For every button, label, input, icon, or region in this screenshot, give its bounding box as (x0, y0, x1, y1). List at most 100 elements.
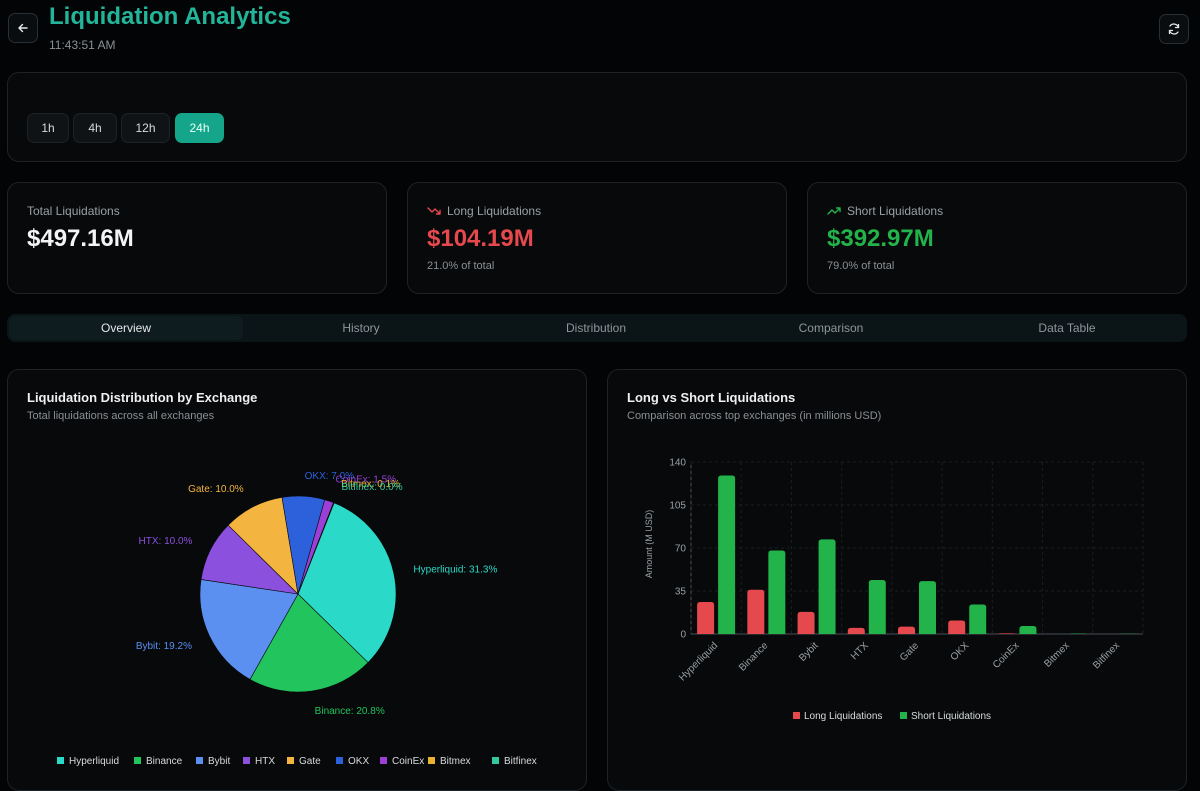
x-tick-label: Hyperliquid (677, 640, 720, 683)
x-tick-label: Bitfinex (1091, 640, 1122, 671)
bar-legend-item-long: Long Liquidations (793, 711, 882, 722)
time-filter-12h[interactable]: 12h (121, 113, 170, 143)
short-liquidations-value: $392.97M (827, 225, 934, 253)
pie-label-bitfinex: Bitfinex: 0.0% (341, 482, 402, 493)
short-bar-hyperliquid (718, 476, 735, 634)
short-bar-okx (969, 605, 986, 634)
trending-down-icon (427, 206, 441, 216)
legend-label: Long Liquidations (804, 711, 882, 722)
legend-swatch (196, 757, 203, 764)
pie-label-bybit: Bybit: 19.2% (136, 641, 192, 652)
pie-legend-item-bybit: Bybit (196, 756, 230, 767)
long-vs-short-panel: Long vs Short Liquidations Comparison ac… (607, 369, 1187, 791)
y-tick-label: 35 (675, 587, 687, 598)
y-tick-label: 140 (669, 458, 686, 469)
refresh-button[interactable] (1159, 14, 1189, 44)
short-bar-htx (869, 580, 886, 634)
short-bar-bybit (819, 539, 836, 634)
long-bar-binance (747, 590, 764, 634)
legend-label: Hyperliquid (69, 756, 119, 767)
pie-label-hyperliquid: Hyperliquid: 31.3% (413, 564, 497, 575)
total-liquidations-value: $497.16M (27, 225, 134, 253)
pie-legend-item-coinex: CoinEx (380, 756, 424, 767)
refresh-icon (1167, 22, 1181, 36)
legend-label: Bitmex (440, 756, 471, 767)
time-filter-1h[interactable]: 1h (27, 113, 69, 143)
legend-swatch (380, 757, 387, 764)
pie-legend-item-binance: Binance (134, 756, 183, 767)
tab-comparison[interactable]: Comparison (714, 316, 948, 340)
pie-label-htx: HTX: 10.0% (139, 536, 193, 547)
long-bar-coinex (998, 633, 1015, 634)
short-bar-coinex (1019, 626, 1036, 634)
legend-label: Bitfinex (504, 756, 537, 767)
pie-legend-item-bitmex: Bitmex (428, 756, 471, 767)
x-tick-label: CoinEx (991, 640, 1022, 671)
legend-label: Gate (299, 756, 321, 767)
legend-swatch (134, 757, 141, 764)
pie-legend-item-okx: OKX (336, 756, 369, 767)
legend-swatch (336, 757, 343, 764)
legend-label: HTX (255, 756, 275, 767)
pie-legend-item-htx: HTX (243, 756, 275, 767)
bar-legend-item-short: Short Liquidations (900, 711, 991, 722)
arrow-left-icon (17, 22, 29, 34)
legend-swatch (57, 757, 64, 764)
exchange-pie-chart: Hyperliquid: 31.3% Binance: 20.8% Bybit: 1… (8, 370, 586, 777)
pie-legend-item-gate: Gate (287, 756, 321, 767)
x-tick-label: Gate (898, 640, 921, 663)
legend-swatch (900, 712, 907, 719)
short-bar-binance (768, 550, 785, 634)
long-bar-htx (848, 628, 865, 634)
long-bar-hyperliquid (697, 602, 714, 634)
legend-swatch (428, 757, 435, 764)
total-liquidations-card: Total Liquidations $497.16M (7, 182, 387, 294)
short-liquidations-card: Short Liquidations $392.97M 79.0% of tot… (807, 182, 1187, 294)
short-liquidations-label: Short Liquidations (847, 204, 943, 218)
pie-legend-item-hyperliquid: Hyperliquid (57, 756, 119, 767)
y-tick-label: 0 (680, 630, 686, 641)
legend-swatch (492, 757, 499, 764)
exchange-distribution-panel: Liquidation Distribution by Exchange Tot… (7, 369, 587, 791)
legend-label: OKX (348, 756, 369, 767)
last-updated-time: 11:43:51 AM (49, 38, 116, 52)
short-bar-gate (919, 581, 936, 634)
long-liquidations-share: 21.0% of total (427, 260, 494, 272)
y-tick-label: 70 (675, 544, 687, 555)
page-title: Liquidation Analytics (49, 3, 291, 31)
y-axis-title: Amount (M USD) (644, 510, 654, 579)
x-tick-label: HTX (849, 640, 871, 662)
tab-overview[interactable]: Overview (9, 316, 243, 340)
short-liquidations-share: 79.0% of total (827, 260, 894, 272)
legend-label: CoinEx (392, 756, 424, 767)
tab-history[interactable]: History (244, 316, 478, 340)
long-bar-okx (948, 620, 965, 634)
x-tick-label: Bitmex (1042, 640, 1071, 669)
y-tick-label: 105 (669, 501, 686, 512)
pie-legend-item-bitfinex: Bitfinex (492, 756, 537, 767)
total-liquidations-label: Total Liquidations (27, 204, 120, 218)
x-tick-label: Bybit (797, 640, 821, 664)
legend-swatch (287, 757, 294, 764)
long-liquidations-value: $104.19M (427, 225, 534, 253)
time-range-filter: 1h 4h 12h 24h (7, 72, 1187, 162)
trending-up-icon (827, 206, 841, 216)
back-button[interactable] (8, 13, 38, 43)
legend-label: Bybit (208, 756, 230, 767)
x-tick-label: OKX (949, 640, 972, 663)
time-filter-4h[interactable]: 4h (73, 113, 117, 143)
tab-data-table[interactable]: Data Table (950, 316, 1184, 340)
long-bar-bybit (798, 612, 815, 634)
long-short-bar-chart: 0 35 70 105 140 Amount (M USD) Hyperliquid Bina… (608, 370, 1186, 777)
pie-label-binance: Binance: 20.8% (315, 706, 385, 717)
long-liquidations-label: Long Liquidations (447, 204, 541, 218)
view-tabs: Overview History Distribution Comparison… (7, 314, 1187, 342)
pie-label-gate: Gate: 10.0% (188, 484, 244, 495)
legend-swatch (793, 712, 800, 719)
time-filter-24h[interactable]: 24h (175, 113, 224, 143)
legend-swatch (243, 757, 250, 764)
legend-label: Binance (146, 756, 183, 767)
x-tick-label: Binance (737, 640, 771, 674)
tab-distribution[interactable]: Distribution (479, 316, 713, 340)
legend-label: Short Liquidations (911, 711, 991, 722)
